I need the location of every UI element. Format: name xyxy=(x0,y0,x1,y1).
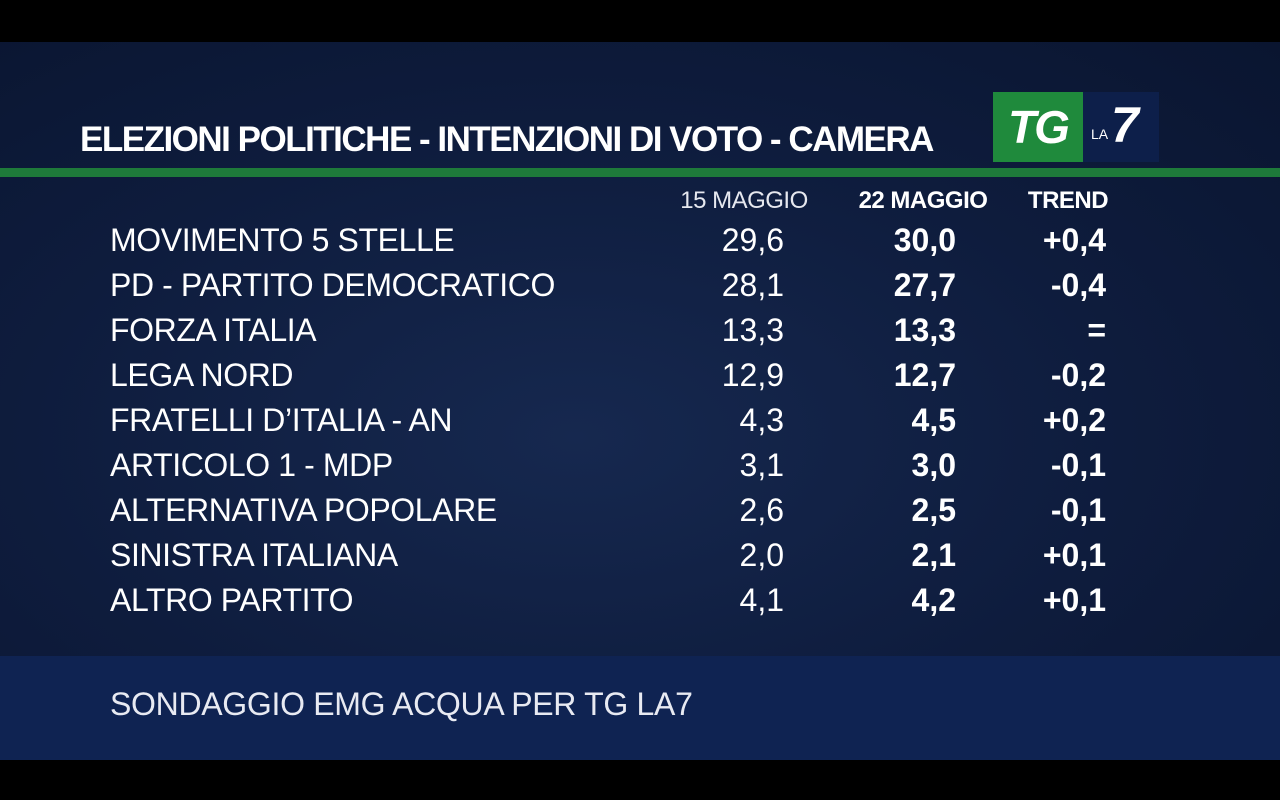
trend-value: -0,4 xyxy=(1050,267,1106,303)
trend-value: +0,2 xyxy=(1042,402,1106,438)
logo-la: LA xyxy=(1091,126,1109,142)
table-row: PD - PARTITO DEMOCRATICO 28,1 27,7 -0,4 xyxy=(0,265,1280,310)
table-row: ALTRO PARTITO 4,1 4,2 +0,1 xyxy=(0,580,1280,625)
value-may22: 13,3 xyxy=(893,312,956,348)
logo-tg: TG xyxy=(993,92,1083,162)
value-may15: 4,1 xyxy=(739,582,784,618)
column-header-trend: TREND xyxy=(1027,187,1109,214)
party-name: ALTERNATIVA POPOLARE xyxy=(110,492,497,528)
column-header-may15: 15 MAGGIO xyxy=(680,187,808,214)
value-may22: 27,7 xyxy=(893,267,956,303)
party-name: ALTRO PARTITO xyxy=(110,582,354,618)
logo-seven: 7 xyxy=(1111,97,1139,153)
table-row: FRATELLI D’ITALIA - AN 4,3 4,5 +0,2 xyxy=(0,400,1280,445)
value-may22: 4,5 xyxy=(911,402,956,438)
value-may22: 4,2 xyxy=(911,582,956,618)
value-may15: 2,0 xyxy=(739,537,784,573)
value-may15: 3,1 xyxy=(739,447,784,483)
table-row: ARTICOLO 1 - MDP 3,1 3,0 -0,1 xyxy=(0,445,1280,490)
tg-la7-logo: TG LA 7 xyxy=(993,92,1159,162)
value-may15: 12,9 xyxy=(721,357,784,393)
party-name: PD - PARTITO DEMOCRATICO xyxy=(110,267,555,303)
value-may22: 2,5 xyxy=(911,492,956,528)
trend-value: +0,1 xyxy=(1042,537,1106,573)
party-name: MOVIMENTO 5 STELLE xyxy=(110,222,455,258)
trend-value: = xyxy=(1087,312,1106,348)
logo-la7: LA 7 xyxy=(1083,92,1159,162)
value-may22: 30,0 xyxy=(893,222,956,258)
page-title: ELEZIONI POLITICHE - INTENZIONI DI VOTO … xyxy=(80,120,934,159)
value-may15: 4,3 xyxy=(739,402,784,438)
value-may15: 2,6 xyxy=(739,492,784,528)
table-row: LEGA NORD 12,9 12,7 -0,2 xyxy=(0,355,1280,400)
table-row: MOVIMENTO 5 STELLE 29,6 30,0 +0,4 xyxy=(0,220,1280,265)
table-row: SINISTRA ITALIANA 2,0 2,1 +0,1 xyxy=(0,535,1280,580)
table-row: FORZA ITALIA 13,3 13,3 = xyxy=(0,310,1280,355)
poll-table: MOVIMENTO 5 STELLE 29,6 30,0 +0,4 PD - PARTI… xyxy=(0,220,1280,625)
party-name: FORZA ITALIA xyxy=(110,312,317,348)
value-may22: 3,0 xyxy=(911,447,956,483)
value-may15: 28,1 xyxy=(721,267,784,303)
trend-value: -0,2 xyxy=(1050,357,1106,393)
value-may22: 2,1 xyxy=(911,537,956,573)
party-name: SINISTRA ITALIANA xyxy=(110,537,398,573)
party-name: FRATELLI D’ITALIA - AN xyxy=(110,402,453,438)
title-divider xyxy=(0,168,1280,177)
table-row: ALTERNATIVA POPOLARE 2,6 2,5 -0,1 xyxy=(0,490,1280,535)
trend-value: -0,1 xyxy=(1050,492,1106,528)
value-may22: 12,7 xyxy=(893,357,956,393)
value-may15: 13,3 xyxy=(721,312,784,348)
footer-band xyxy=(0,656,1280,760)
poll-source: SONDAGGIO EMG ACQUA PER TG LA7 xyxy=(110,686,693,722)
trend-value: -0,1 xyxy=(1050,447,1106,483)
value-may15: 29,6 xyxy=(721,222,784,258)
trend-value: +0,1 xyxy=(1042,582,1106,618)
party-name: LEGA NORD xyxy=(110,357,294,393)
party-name: ARTICOLO 1 - MDP xyxy=(110,447,393,483)
column-header-may22: 22 MAGGIO xyxy=(858,187,988,214)
trend-value: +0,4 xyxy=(1042,222,1106,258)
